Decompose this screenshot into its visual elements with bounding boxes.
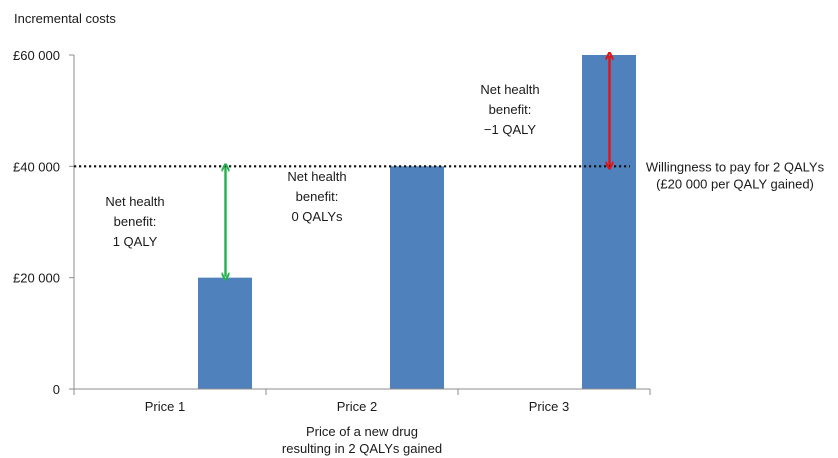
- bar-price-1: [198, 277, 252, 389]
- threshold-label-line: (£20 000 per QALY gained): [656, 176, 814, 191]
- annotations: Net health benefit: 1 QALY Net health benefi…: [105, 56, 609, 277]
- annotation-text: 1 QALY: [113, 234, 158, 249]
- annotation-text: benefit:: [489, 102, 532, 117]
- annotation-text: −1 QALY: [484, 122, 536, 137]
- annotation-text: benefit:: [114, 214, 157, 229]
- x-axis-title-line-2: resulting in 2 QALYs gained: [282, 441, 442, 456]
- y-axis-title: Incremental costs: [14, 11, 116, 26]
- annotation-text: Net health: [105, 194, 164, 209]
- bar-price-2: [390, 166, 444, 389]
- x-tick-label: Price 1: [145, 399, 185, 414]
- annotation-text: Net health: [287, 169, 346, 184]
- annotation-text: Net health: [480, 82, 539, 97]
- annotation-text: benefit:: [296, 189, 339, 204]
- threshold-label-line: Willingness to pay for 2 QALYs: [646, 159, 825, 174]
- y-tick-label: £20 000: [13, 271, 60, 286]
- x-tick-label: Price 2: [337, 399, 377, 414]
- y-tick-label: 0: [53, 382, 60, 397]
- annotation-text: 0 QALYs: [291, 209, 343, 224]
- y-axis-ticks: 0 £20 000 £40 000 £60 000: [13, 48, 74, 397]
- threshold-line-group: Willingness to pay for 2 QALYs (£20 000 p…: [74, 159, 825, 191]
- y-tick-label: £40 000: [13, 159, 60, 174]
- x-axis-ticks: Price 1 Price 2 Price 3: [73, 389, 651, 414]
- x-axis-title-line-1: Price of a new drug: [306, 424, 418, 439]
- bars: [198, 55, 636, 389]
- x-tick-label: Price 3: [529, 399, 569, 414]
- y-tick-label: £60 000: [13, 48, 60, 63]
